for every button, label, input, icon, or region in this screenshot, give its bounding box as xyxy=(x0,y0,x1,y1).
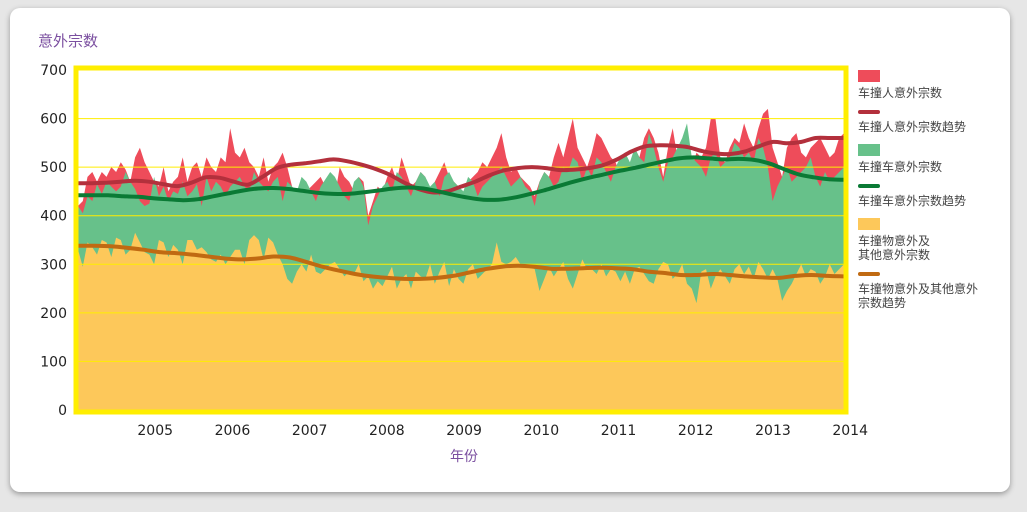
legend-label-pedestrian: 车撞人意外宗数 xyxy=(858,86,943,100)
trend-vehicle xyxy=(76,155,846,203)
legend: 车撞人意外宗数 车撞人意外宗数趋势 车撞车意外宗数 车撞车意外宗数趋势 车撞物意… xyxy=(858,70,1008,320)
legend-swatch-vehicle-trend xyxy=(858,184,880,188)
legend-swatch-pedestrian xyxy=(858,70,880,82)
x-tick-label-2008: 2008 xyxy=(369,423,405,439)
plot-frame xyxy=(73,65,849,415)
y-tick-label-200: 200 xyxy=(40,306,67,322)
x-tick-label-2010: 2010 xyxy=(523,423,559,439)
legend-item-vehicle-trend: 车撞车意外宗数趋势 xyxy=(858,184,1008,208)
x-tick-label-2005: 2005 xyxy=(137,423,173,439)
y-tick-label-0: 0 xyxy=(58,403,67,419)
x-tick-label-2012: 2012 xyxy=(678,423,714,439)
x-axis-title: 年份 xyxy=(450,449,478,465)
legend-label-object-trend: 车撞物意外及其他意外 宗数趋势 xyxy=(858,282,979,310)
legend-swatch-object-trend xyxy=(858,272,880,276)
y-tick-label-100: 100 xyxy=(40,354,67,370)
legend-label-vehicle-trend: 车撞车意外宗数趋势 xyxy=(858,194,967,208)
y-axis-title: 意外宗数 xyxy=(38,32,99,50)
trend-object xyxy=(76,243,846,281)
legend-label-vehicle: 车撞车意外宗数 xyxy=(858,160,943,174)
legend-label-pedestrian-trend: 车撞人意外宗数趋势 xyxy=(858,120,967,134)
legend-item-object-trend: 车撞物意外及其他意外 宗数趋势 xyxy=(858,272,1008,310)
x-tick-label-2007: 2007 xyxy=(292,423,328,439)
legend-swatch-pedestrian-trend xyxy=(858,110,880,114)
y-tick-label-700: 700 xyxy=(40,63,67,79)
y-tick-label-400: 400 xyxy=(40,209,67,225)
y-tick-label-600: 600 xyxy=(40,112,67,128)
legend-label-object: 车撞物意外及 其他意外宗数 xyxy=(858,234,931,262)
legend-swatch-vehicle xyxy=(858,144,880,156)
legend-item-pedestrian: 车撞人意外宗数 xyxy=(858,70,1008,100)
legend-swatch-object xyxy=(858,218,880,230)
trend-pedestrian xyxy=(76,135,846,195)
legend-item-vehicle: 车撞车意外宗数 xyxy=(858,144,1008,174)
x-tick-label-2006: 2006 xyxy=(215,423,251,439)
legend-item-pedestrian-trend: 车撞人意外宗数趋势 xyxy=(858,110,1008,134)
legend-item-object: 车撞物意外及 其他意外宗数 xyxy=(858,218,1008,262)
x-tick-label-2009: 2009 xyxy=(446,423,482,439)
y-tick-label-300: 300 xyxy=(40,257,67,273)
y-tick-label-500: 500 xyxy=(40,160,67,176)
x-tick-label-2011: 2011 xyxy=(601,423,637,439)
x-tick-label-2014: 2014 xyxy=(832,423,868,439)
area-object xyxy=(78,232,844,410)
x-tick-label-2013: 2013 xyxy=(755,423,791,439)
